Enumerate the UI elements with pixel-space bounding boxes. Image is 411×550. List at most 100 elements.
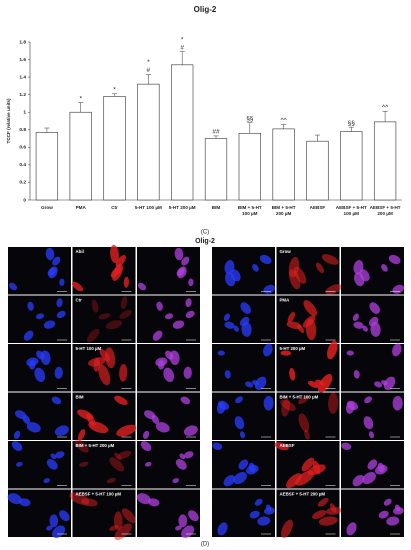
cell [318,373,333,393]
y-tick-label: 1.2 [19,92,26,98]
cell [239,431,246,439]
x-tick-label: BIM + 5-HT 200 µM [271,205,296,216]
y-tick-label: 0.8 [19,127,26,133]
cell [183,366,192,379]
cell [374,381,383,388]
cell [105,320,123,330]
cell [383,498,392,506]
cell [158,360,165,370]
bar [306,140,329,201]
cell [307,380,320,389]
cell [49,514,59,528]
x-tick-label: AEBSF + 5-HT 200 µM [369,205,401,216]
cell [121,508,136,524]
micrograph-bg [341,247,404,295]
micrograph: AEBSF [274,441,340,489]
cell [114,395,128,406]
cell [40,350,51,366]
significance-mark: # [147,67,151,74]
y-tick-label: 0.6 [19,145,26,151]
cell [56,310,66,319]
cell [280,350,292,356]
bar [171,64,194,201]
micrograph [212,441,275,489]
micrograph [212,247,276,295]
micrograph [137,295,200,343]
cell [381,380,388,386]
cell [54,451,65,459]
y-axis-label: TCCF (relative units) [6,98,11,143]
cell [274,442,289,451]
micrograph [341,295,404,343]
cell [183,425,198,436]
micrograph [341,489,404,537]
micrograph [136,489,200,539]
cell [181,525,195,539]
cell [352,313,360,322]
micrograph [137,392,200,440]
cell [114,523,132,540]
cell [298,395,309,405]
y-tick-label: 0.4 [19,162,26,168]
significance-mark: §§ [246,115,254,122]
cell [91,299,99,313]
cell [252,380,259,386]
micrograph-bg [137,247,200,295]
significance-mark: # [180,44,184,51]
bar [272,128,295,201]
micrograph: BIM + 5-HT 200 µM [72,439,136,489]
cell [115,255,126,268]
cell [381,264,388,272]
panel-label: (D) [201,542,209,548]
cell [46,459,58,470]
cell [145,461,152,467]
cell [185,310,195,319]
micrograph [341,392,404,440]
cell [378,510,389,519]
cell [304,429,310,440]
cell [136,493,151,505]
cell [98,364,111,386]
cell [346,522,357,536]
figure-title: Olig-2 [195,238,215,245]
cell [50,453,57,460]
x-tick-label: Ctr [111,205,118,210]
cell [216,401,226,414]
micrograph [212,295,275,343]
panel-caption: Ctr [76,298,83,303]
significance-mark: §§ [348,120,356,127]
x-tick-label: Grow [41,205,53,210]
cell [263,395,274,411]
cell [117,450,132,459]
micrograph [8,295,71,343]
cell [298,413,310,433]
cell [109,525,119,531]
micrograph: Grow [276,247,343,295]
panel-caption: BIM + 5-HT 200 µM [76,443,115,448]
micrograph [137,441,200,489]
cell [98,313,111,320]
cell [119,310,132,319]
micrograph-bg [8,247,71,295]
cell [233,471,247,485]
cell [114,452,122,461]
cell [104,347,116,369]
cell [29,360,36,370]
cell [388,254,401,265]
cell [374,464,388,475]
panel-caption: BIM + 5-HT 100 µM [280,395,319,400]
cell [233,325,239,332]
cell [48,266,58,279]
cell [13,430,21,439]
panel-label: (C) [201,230,209,236]
cell [245,381,254,388]
cell [345,401,355,414]
panel-caption: 5-HT 200 µM [280,346,306,351]
cell [180,396,191,405]
cell [116,424,137,437]
micrograph [212,343,275,392]
cell [217,522,228,536]
cell [386,516,400,526]
cell [123,276,130,288]
x-tick-label: PMA [75,205,86,210]
